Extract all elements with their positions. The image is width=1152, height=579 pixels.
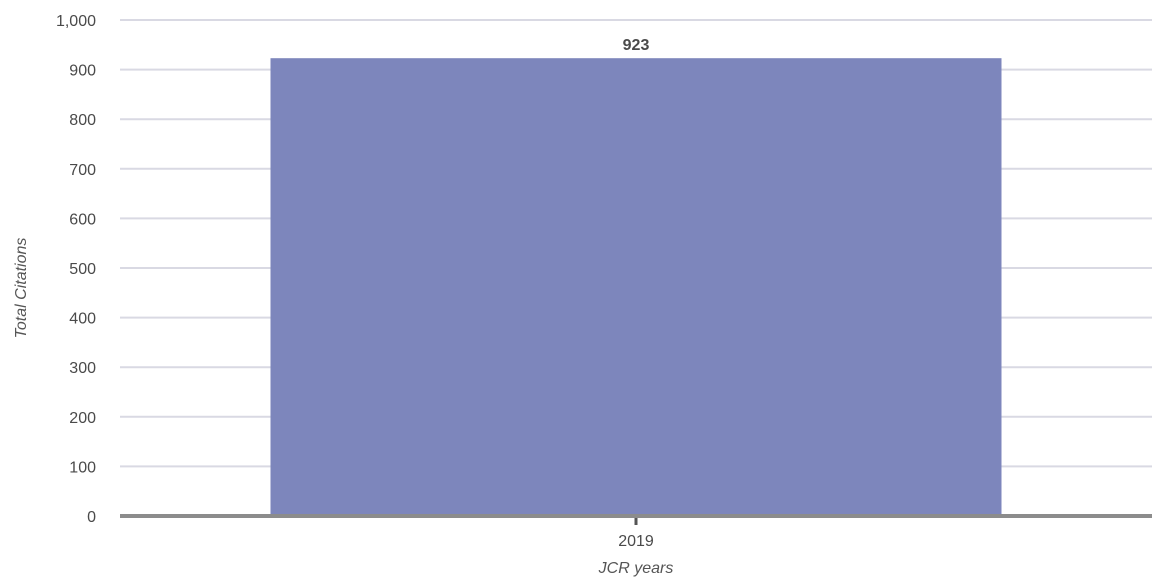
axes <box>120 514 1152 525</box>
y-tick-label-900: 900 <box>69 63 96 80</box>
bar-2019 <box>270 58 1002 516</box>
y-tick-label-400: 400 <box>69 311 96 328</box>
y-tick-label-300: 300 <box>69 360 96 377</box>
y-tick-label-0: 0 <box>87 509 96 526</box>
y-tick-label-800: 800 <box>69 112 96 129</box>
labels: 0 100 200 300 400 500 600 700 800 900 1,000 923 2019 <box>56 13 654 550</box>
y-tick-label-200: 200 <box>69 410 96 427</box>
y-tick-label-1000: 1,000 <box>56 13 96 30</box>
y-tick-label-700: 700 <box>69 162 96 179</box>
x-tick-label-2019: 2019 <box>618 533 654 550</box>
bars <box>270 58 1002 516</box>
y-tick-label-600: 600 <box>69 211 96 228</box>
y-axis-title: Total Citations <box>13 238 30 339</box>
data-label-2019: 923 <box>623 37 650 54</box>
x-axis-title: JCR years <box>598 560 674 577</box>
y-tick-label-100: 100 <box>69 459 96 476</box>
y-tick-label-500: 500 <box>69 261 96 278</box>
